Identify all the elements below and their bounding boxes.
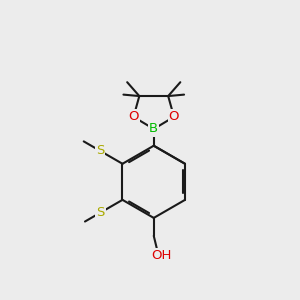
Text: O: O: [128, 110, 139, 123]
Text: B: B: [149, 122, 158, 136]
Text: S: S: [96, 206, 105, 219]
Text: S: S: [96, 144, 104, 157]
Text: OH: OH: [152, 249, 172, 262]
Text: O: O: [169, 110, 179, 123]
